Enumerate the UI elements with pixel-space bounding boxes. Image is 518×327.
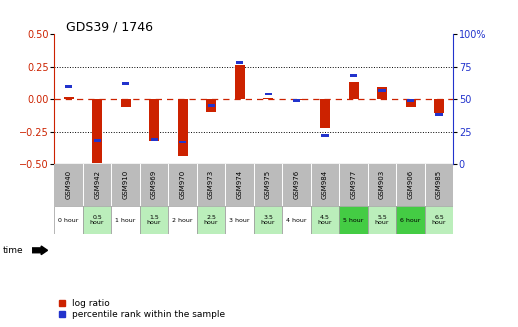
- Bar: [436, 113, 442, 116]
- Bar: [208, 104, 214, 107]
- Bar: [263, 98, 273, 99]
- Text: GSM906: GSM906: [408, 170, 413, 199]
- Bar: [83, 206, 111, 234]
- Text: 4 hour: 4 hour: [286, 217, 307, 223]
- Bar: [311, 206, 339, 234]
- Bar: [94, 139, 100, 142]
- Text: 6.5
hour: 6.5 hour: [432, 215, 446, 225]
- Text: 0 hour: 0 hour: [59, 217, 79, 223]
- Text: GSM973: GSM973: [208, 170, 214, 199]
- Text: 2.5
hour: 2.5 hour: [204, 215, 218, 225]
- Bar: [179, 141, 186, 143]
- Bar: [140, 206, 168, 234]
- Text: 1 hour: 1 hour: [116, 217, 136, 223]
- Bar: [225, 206, 254, 234]
- Bar: [406, 99, 415, 107]
- Bar: [425, 206, 453, 234]
- Text: GSM977: GSM977: [351, 170, 356, 199]
- Bar: [121, 99, 131, 107]
- Bar: [178, 99, 188, 156]
- Bar: [206, 99, 216, 112]
- Text: 2 hour: 2 hour: [172, 217, 193, 223]
- Bar: [407, 99, 414, 102]
- Bar: [92, 99, 102, 163]
- Text: GSM903: GSM903: [379, 170, 385, 199]
- Text: 3 hour: 3 hour: [229, 217, 250, 223]
- Bar: [265, 93, 271, 95]
- Text: 3.5
hour: 3.5 hour: [261, 215, 275, 225]
- Bar: [350, 75, 357, 77]
- Text: GSM975: GSM975: [265, 170, 271, 199]
- Text: GSM974: GSM974: [237, 170, 242, 199]
- Bar: [293, 99, 300, 102]
- Bar: [197, 206, 225, 234]
- Bar: [64, 96, 74, 99]
- Text: GSM984: GSM984: [322, 170, 328, 199]
- Bar: [379, 89, 385, 92]
- Bar: [65, 85, 72, 88]
- Text: GSM985: GSM985: [436, 170, 442, 199]
- Bar: [111, 206, 140, 234]
- Bar: [149, 99, 159, 141]
- Bar: [339, 206, 368, 234]
- Text: time: time: [3, 246, 23, 255]
- Bar: [122, 82, 129, 85]
- Bar: [235, 65, 244, 99]
- Bar: [322, 134, 328, 137]
- Bar: [320, 99, 330, 128]
- Bar: [254, 206, 282, 234]
- Text: GSM910: GSM910: [123, 170, 128, 199]
- Bar: [349, 82, 358, 99]
- Legend: log ratio, percentile rank within the sample: log ratio, percentile rank within the sa…: [59, 300, 225, 319]
- Text: GSM970: GSM970: [180, 170, 185, 199]
- Text: 4.5
hour: 4.5 hour: [318, 215, 332, 225]
- Text: 0.5
hour: 0.5 hour: [90, 215, 104, 225]
- Bar: [396, 206, 425, 234]
- Text: 1.5
hour: 1.5 hour: [147, 215, 161, 225]
- Text: GDS39 / 1746: GDS39 / 1746: [66, 20, 153, 33]
- Text: GSM940: GSM940: [66, 170, 71, 199]
- Bar: [434, 99, 444, 113]
- Bar: [151, 138, 157, 141]
- Bar: [377, 88, 387, 99]
- Bar: [236, 61, 243, 64]
- Bar: [282, 206, 311, 234]
- Text: 5 hour: 5 hour: [343, 217, 364, 223]
- Bar: [168, 206, 197, 234]
- Text: 6 hour: 6 hour: [400, 217, 421, 223]
- Bar: [54, 206, 83, 234]
- Text: 5.5
hour: 5.5 hour: [375, 215, 389, 225]
- Bar: [292, 99, 301, 100]
- Text: GSM942: GSM942: [94, 170, 100, 199]
- FancyArrow shape: [32, 246, 48, 255]
- Text: GSM969: GSM969: [151, 170, 157, 199]
- Bar: [368, 206, 396, 234]
- Text: GSM976: GSM976: [294, 170, 299, 199]
